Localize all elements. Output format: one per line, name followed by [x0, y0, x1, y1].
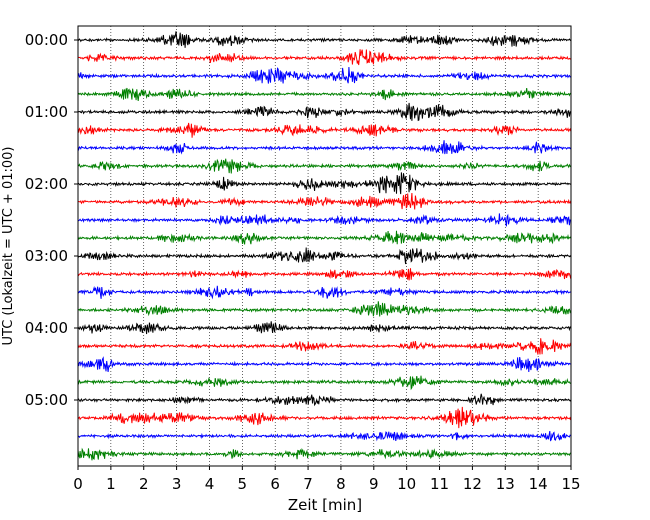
- seismic-trace: [77, 285, 571, 300]
- y-tick-label: 04:00: [25, 319, 68, 337]
- x-tick-label: 6: [270, 475, 280, 493]
- seismic-trace: [77, 49, 572, 66]
- x-tick-label: 12: [463, 475, 482, 493]
- seismic-trace: [77, 321, 572, 335]
- seismic-trace: [77, 247, 572, 265]
- seismic-trace: [77, 172, 572, 195]
- seismic-trace: [77, 230, 572, 245]
- plot-frame: [77, 25, 572, 467]
- y-tick-label: 02:00: [25, 175, 68, 193]
- y-tick-label: 00:00: [25, 31, 68, 49]
- y-axis-label: UTC (Lokalzeit = UTC + 01:00): [1, 147, 16, 346]
- x-tick-label: 1: [106, 475, 116, 493]
- seismic-trace: [77, 122, 572, 138]
- y-tick-label: 03:00: [25, 247, 68, 265]
- seismic-trace: [77, 102, 572, 122]
- seismic-trace: [77, 375, 571, 391]
- seismic-trace: [77, 393, 572, 407]
- x-tick-label: 10: [397, 475, 416, 493]
- x-tick-label: 14: [529, 475, 548, 493]
- seismic-trace: [77, 430, 572, 442]
- seismic-trace: [77, 301, 572, 317]
- traces: [77, 31, 572, 461]
- grid-lines: [110, 26, 539, 466]
- y-tick-label: 05:00: [25, 391, 68, 409]
- seismic-trace: [77, 268, 572, 281]
- x-tick-label: 7: [303, 475, 313, 493]
- x-tick-label: 11: [430, 475, 449, 493]
- seismic-trace: [77, 31, 572, 48]
- x-tick-label: 2: [139, 475, 149, 493]
- x-tick-label: 9: [369, 475, 379, 493]
- x-tick-label: 15: [561, 475, 580, 493]
- x-tick-label: 4: [205, 475, 215, 493]
- seismic-trace: [77, 338, 572, 355]
- seismic-trace: [77, 193, 572, 210]
- x-axis: 0 1 2 3 4 5 6 7 8 9 10 11 12 13 14 15: [73, 466, 581, 493]
- seismic-trace: [77, 213, 572, 227]
- seismic-trace: [77, 158, 572, 174]
- seismic-trace: [77, 140, 572, 155]
- seismic-trace: [77, 406, 572, 429]
- x-tick-label: 3: [172, 475, 182, 493]
- seismic-trace: [77, 356, 572, 373]
- x-tick-label: 8: [336, 475, 346, 493]
- x-tick-label: 0: [73, 475, 83, 493]
- seismic-trace: [77, 447, 572, 461]
- y-tick-label: 01:00: [25, 103, 68, 121]
- x-axis-label: Zeit [min]: [288, 496, 362, 514]
- y-axis: 00:00 01:00 02:00 03:00 04:00 05:00: [25, 31, 78, 409]
- seismic-trace: [77, 66, 572, 84]
- seismic-trace: [77, 87, 572, 101]
- x-tick-label: 5: [238, 475, 248, 493]
- x-tick-label: 13: [496, 475, 515, 493]
